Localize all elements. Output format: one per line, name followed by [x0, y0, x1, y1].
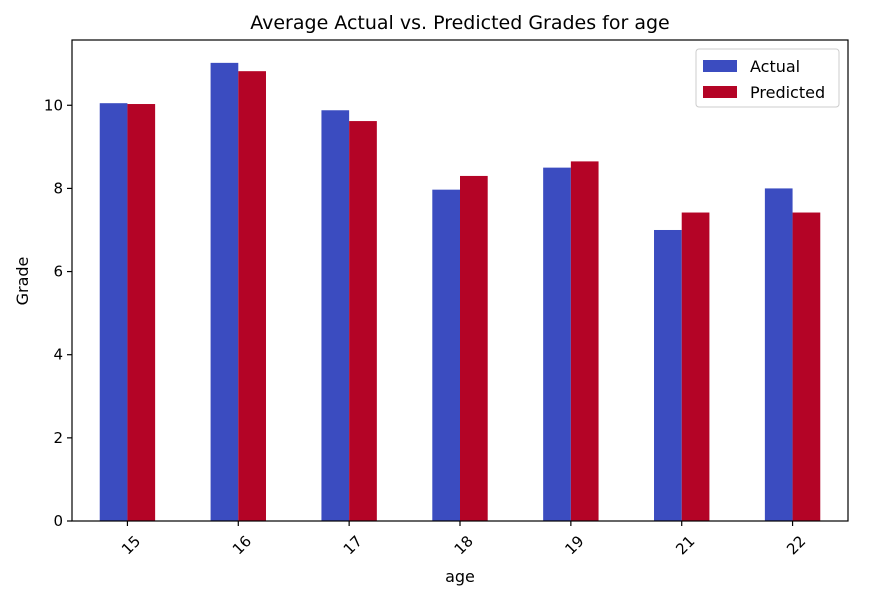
x-tick-label: 16 [229, 532, 255, 558]
x-tick-label: 22 [783, 532, 809, 558]
chart-title: Average Actual vs. Predicted Grades for … [250, 12, 670, 34]
x-axis-label: age [445, 567, 475, 586]
y-tick-label: 8 [53, 179, 63, 197]
bar-predicted-18 [460, 175, 488, 521]
y-tick-label: 2 [53, 429, 63, 447]
legend-label-actual: Actual [750, 57, 800, 76]
x-tick-label: 18 [451, 532, 477, 558]
y-tick-label: 6 [53, 263, 63, 281]
y-tick-label: 10 [44, 96, 63, 114]
bar-predicted-17 [349, 121, 377, 521]
x-tick-label: 15 [118, 532, 144, 558]
x-tick-label: 19 [561, 532, 587, 558]
x-tick-label: 21 [672, 532, 698, 558]
y-axis-label: Grade [13, 257, 32, 306]
x-tick-label: 17 [340, 532, 366, 558]
bar-predicted-22 [792, 212, 821, 522]
legend: Actual Predicted [695, 48, 840, 108]
bar-predicted-15 [127, 104, 156, 522]
y-tick-label: 0 [53, 512, 63, 530]
y-tick-label: 4 [53, 346, 63, 364]
bars-layer [99, 62, 821, 522]
legend-label-predicted: Predicted [750, 83, 825, 102]
bar-actual-17 [321, 110, 350, 522]
bar-actual-16 [210, 62, 239, 521]
bar-predicted-19 [570, 161, 599, 522]
bar-actual-15 [99, 103, 128, 521]
bar-actual-19 [543, 167, 571, 521]
bar-predicted-16 [238, 71, 266, 521]
bar-actual-21 [654, 229, 682, 521]
legend-swatch-actual [703, 60, 737, 72]
bar-actual-22 [764, 188, 793, 522]
legend-swatch-predicted [703, 86, 737, 98]
bar-predicted-21 [681, 212, 710, 522]
bar-actual-18 [432, 189, 460, 522]
